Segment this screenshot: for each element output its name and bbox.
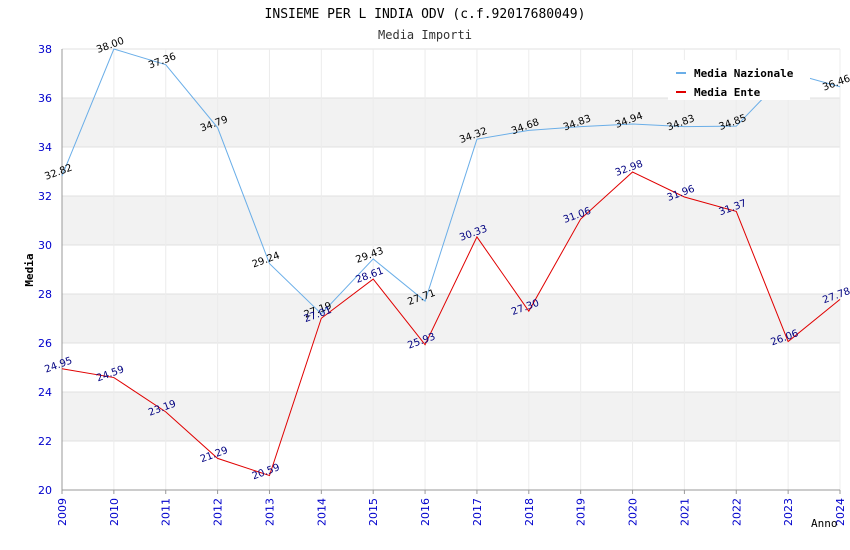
data-label: 24.95 <box>43 355 74 375</box>
x-tick-label: 2023 <box>782 498 795 526</box>
grid-band <box>62 392 840 441</box>
x-tick-label: 2009 <box>56 498 69 526</box>
x-axis-label: Anno <box>811 517 838 530</box>
x-tick-label: 2020 <box>627 498 640 526</box>
y-tick-label: 32 <box>38 190 52 203</box>
grid-bands <box>62 98 840 441</box>
x-tick-label: 2017 <box>471 498 484 526</box>
y-tick-label: 28 <box>38 288 52 301</box>
grid-band <box>62 98 840 147</box>
y-tick-label: 26 <box>38 337 52 350</box>
data-label: 20.59 <box>251 462 282 482</box>
grid-band <box>62 294 840 343</box>
data-label: 21.29 <box>199 445 230 465</box>
gridlines <box>61 48 841 491</box>
data-label: 36.46 <box>821 73 850 93</box>
x-tick-label: 2012 <box>212 498 225 526</box>
x-tick-label: 2010 <box>108 498 121 526</box>
chart-title: INSIEME PER L INDIA ODV (c.f.92017680049… <box>265 7 586 22</box>
y-tick-label: 36 <box>38 92 52 105</box>
y-tick-label: 30 <box>38 239 52 252</box>
series-lines <box>61 48 841 477</box>
x-tick-label: 2018 <box>523 498 536 526</box>
y-tick-label: 24 <box>38 386 52 399</box>
data-label: 38.00 <box>95 36 126 56</box>
y-axis-ticks: 20 22 24 26 28 30 32 34 36 38 <box>38 43 52 497</box>
legend-label-0: Media Nazionale <box>694 67 794 80</box>
x-tick-label: 2011 <box>160 498 173 526</box>
series-line-0 <box>61 48 841 315</box>
axes <box>61 49 841 494</box>
y-tick-label: 20 <box>38 484 52 497</box>
y-tick-label: 22 <box>38 435 52 448</box>
data-label: 24.59 <box>95 364 126 384</box>
x-tick-label: 2013 <box>263 498 276 526</box>
x-tick-label: 2024 <box>834 498 847 526</box>
y-tick-label: 34 <box>38 141 52 154</box>
x-tick-label: 2016 <box>419 498 432 526</box>
x-tick-label: 2015 <box>367 498 380 526</box>
x-tick-label: 2014 <box>315 498 328 526</box>
data-label: 37.36 <box>147 51 178 71</box>
x-tick-label: 2022 <box>730 498 743 526</box>
legend-box <box>668 60 810 100</box>
y-tick-label: 38 <box>38 43 52 56</box>
series-line-1 <box>61 171 841 477</box>
data-label: 32.82 <box>43 163 74 183</box>
data-label: 28.61 <box>354 266 385 286</box>
legend: Media Nazionale Media Ente <box>668 60 810 100</box>
legend-label-1: Media Ente <box>694 86 761 99</box>
x-tick-label: 2021 <box>678 498 691 526</box>
x-tick-label: 2019 <box>575 498 588 526</box>
chart-subtitle: Media Importi <box>378 28 472 42</box>
x-axis-ticks: 2009 2010 2011 2012 2013 2014 2015 2016 2017 2018… <box>56 498 847 526</box>
y-axis-label: Media <box>23 253 36 286</box>
